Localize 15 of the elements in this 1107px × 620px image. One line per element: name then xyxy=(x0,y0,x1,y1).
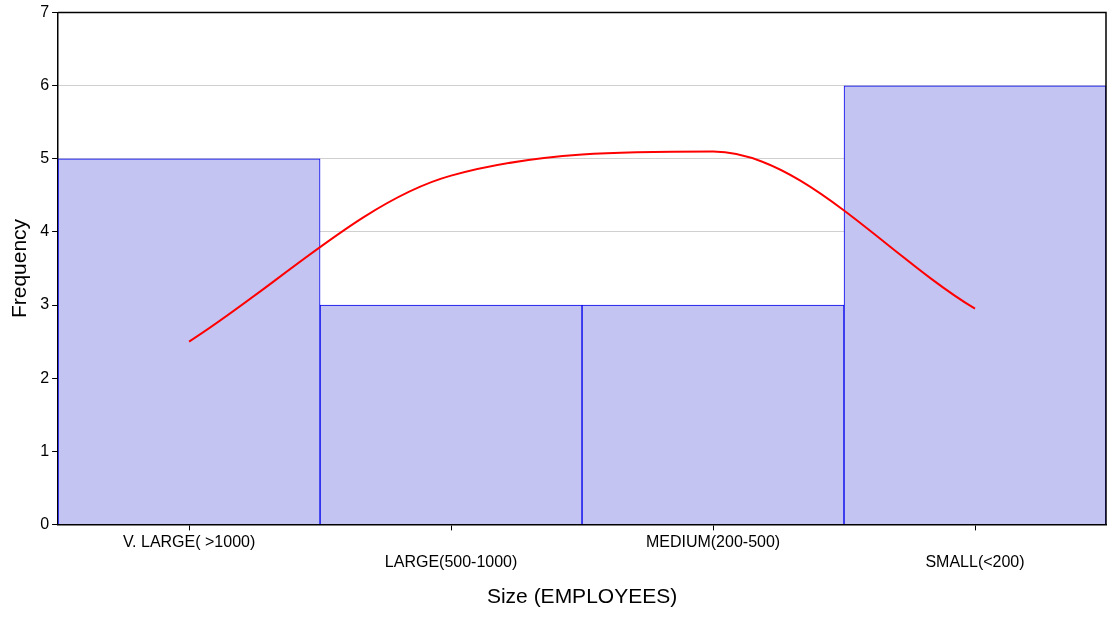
line-series xyxy=(188,150,977,343)
y-tick-label: 6 xyxy=(40,76,50,94)
y-tick-label: 5 xyxy=(40,149,50,167)
y-tick-label: 4 xyxy=(40,222,50,240)
x-tick-label: MEDIUM(200-500) xyxy=(645,533,781,551)
y-tick-label: 7 xyxy=(40,3,50,21)
x-tick-label: LARGE(500-1000) xyxy=(384,552,518,570)
y-tick-label: 3 xyxy=(40,295,50,313)
x-tick-label: SMALL(<200) xyxy=(925,552,1025,570)
y-axis-title: Frequency xyxy=(7,218,31,319)
x-axis-title: Size (EMPLOYEES) xyxy=(486,584,678,608)
y-tick-label: 2 xyxy=(40,368,50,386)
x-tick-label: V. LARGE( >1000) xyxy=(122,533,256,551)
y-tick-label: 1 xyxy=(40,441,50,459)
y-tick-label: 0 xyxy=(40,514,50,532)
